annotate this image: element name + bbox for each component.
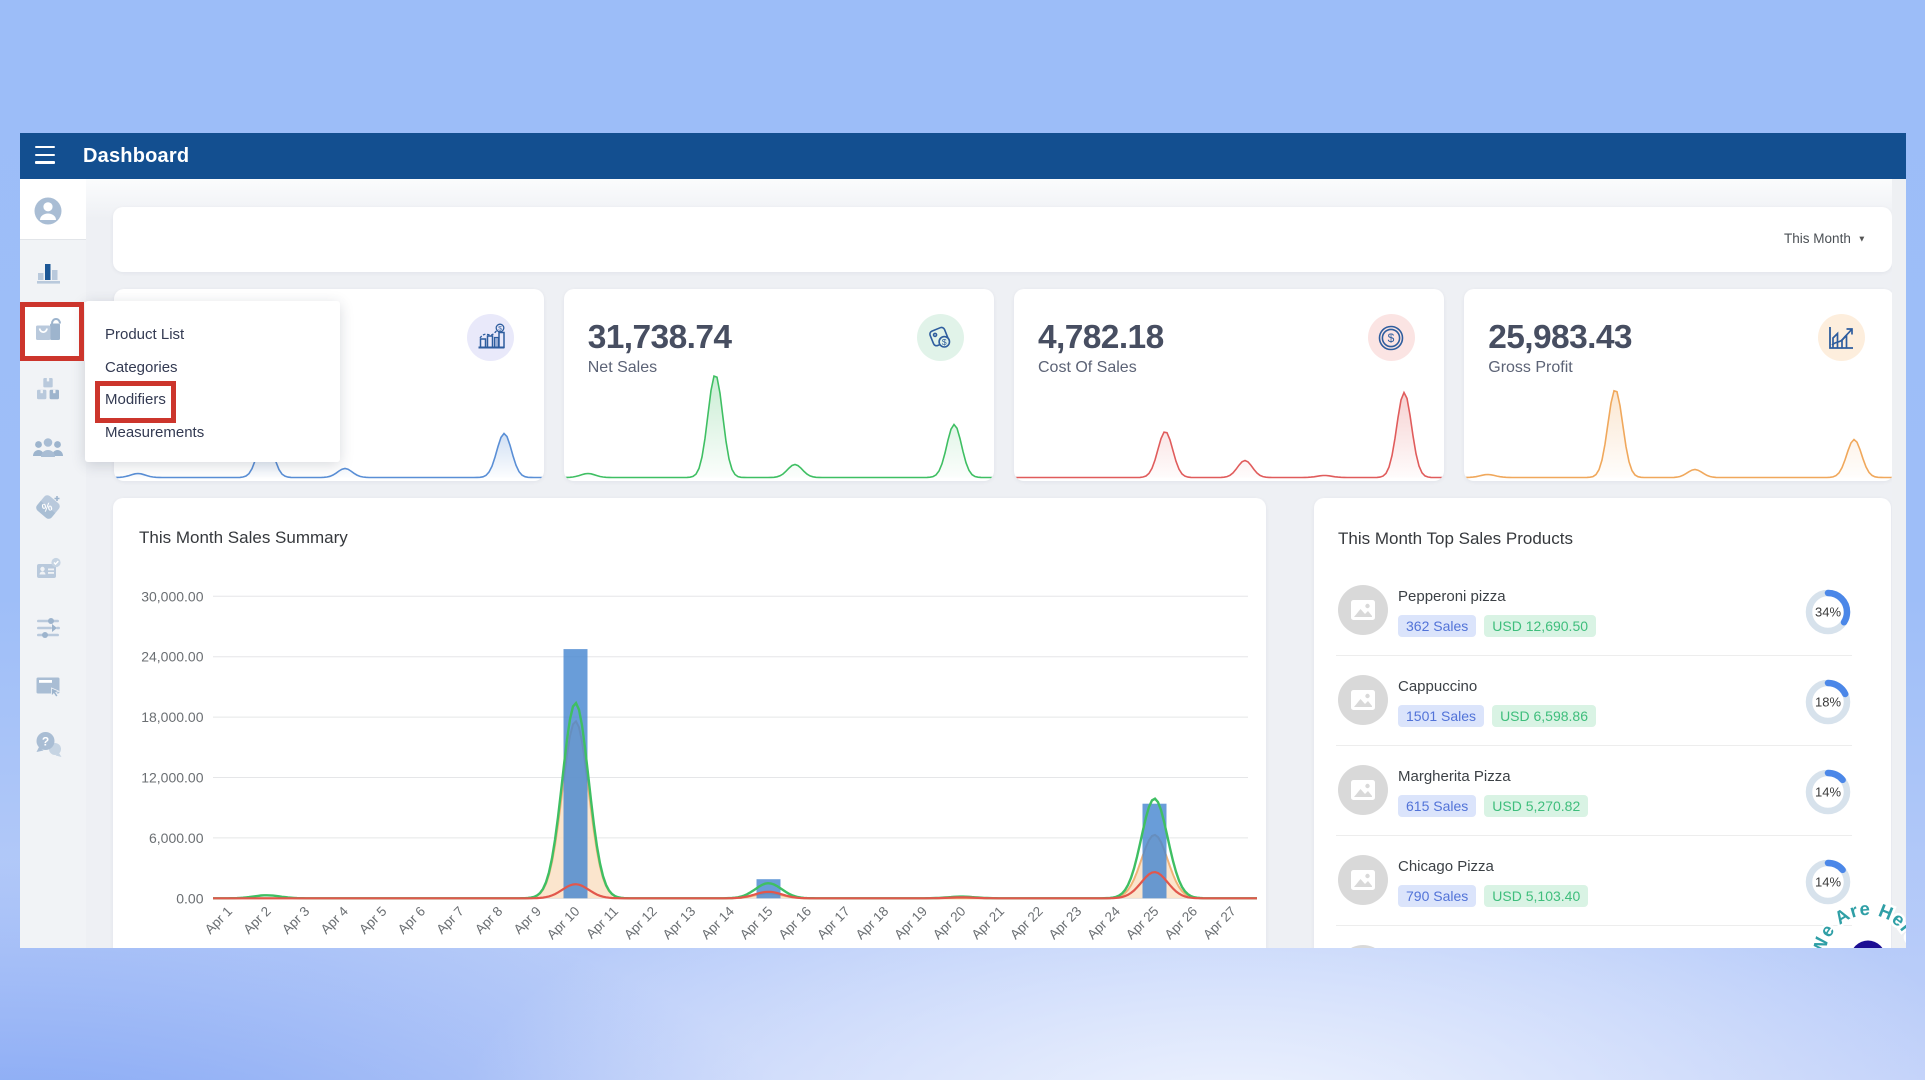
svg-text:$: $ <box>1388 331 1395 345</box>
svg-text:34%: 34% <box>1814 604 1840 619</box>
svg-text:We Are Here: We Are Here <box>1808 898 1906 948</box>
svg-text:Apr 12: Apr 12 <box>621 903 660 942</box>
svg-text:Apr 5: Apr 5 <box>356 903 389 936</box>
svg-text:Apr 11: Apr 11 <box>583 903 621 941</box>
svg-text:Apr 18: Apr 18 <box>853 903 892 942</box>
svg-text:0.00: 0.00 <box>176 890 203 906</box>
svg-text:14%: 14% <box>1814 784 1840 799</box>
svg-text:Apr 27: Apr 27 <box>1200 903 1239 942</box>
svg-text:6,000.00: 6,000.00 <box>149 829 204 845</box>
svg-text:Apr 10: Apr 10 <box>544 903 583 942</box>
svg-text:Apr 22: Apr 22 <box>1007 903 1046 942</box>
svg-text:18,000.00: 18,000.00 <box>141 709 203 725</box>
svg-text:?: ? <box>42 735 49 749</box>
svg-text:Apr 4: Apr 4 <box>318 903 352 937</box>
svg-text:Apr 3: Apr 3 <box>279 903 312 936</box>
svg-text:Apr 26: Apr 26 <box>1161 903 1200 942</box>
svg-text:$: $ <box>942 337 947 347</box>
svg-text:12,000.00: 12,000.00 <box>141 769 203 785</box>
svg-text:Apr 20: Apr 20 <box>930 903 969 942</box>
svg-text:Apr 2: Apr 2 <box>240 903 273 936</box>
svg-text:Apr 19: Apr 19 <box>891 903 930 942</box>
svg-text:30,000.00: 30,000.00 <box>141 588 203 604</box>
svg-text:Apr 21: Apr 21 <box>968 903 1007 942</box>
svg-text:Apr 17: Apr 17 <box>814 903 853 942</box>
svg-text:Apr 14: Apr 14 <box>698 903 737 942</box>
svg-text:Apr 24: Apr 24 <box>1084 903 1123 942</box>
svg-text:Apr 6: Apr 6 <box>395 903 428 936</box>
svg-text:Apr 1: Apr 1 <box>202 903 235 936</box>
svg-text:Apr 13: Apr 13 <box>660 903 699 942</box>
svg-text:18%: 18% <box>1814 694 1840 709</box>
svg-text:Apr 16: Apr 16 <box>775 903 814 942</box>
svg-text:14%: 14% <box>1814 874 1840 889</box>
svg-text:Apr 7: Apr 7 <box>433 903 466 936</box>
svg-text:Apr 23: Apr 23 <box>1046 903 1085 942</box>
svg-text:Apr 25: Apr 25 <box>1123 903 1162 942</box>
svg-text:Apr 15: Apr 15 <box>737 903 776 942</box>
svg-text:Apr 9: Apr 9 <box>511 903 544 936</box>
svg-text:24,000.00: 24,000.00 <box>141 648 203 664</box>
svg-text:Apr 8: Apr 8 <box>472 903 505 936</box>
svg-text:$: $ <box>498 325 502 332</box>
svg-text:%: % <box>41 501 54 515</box>
